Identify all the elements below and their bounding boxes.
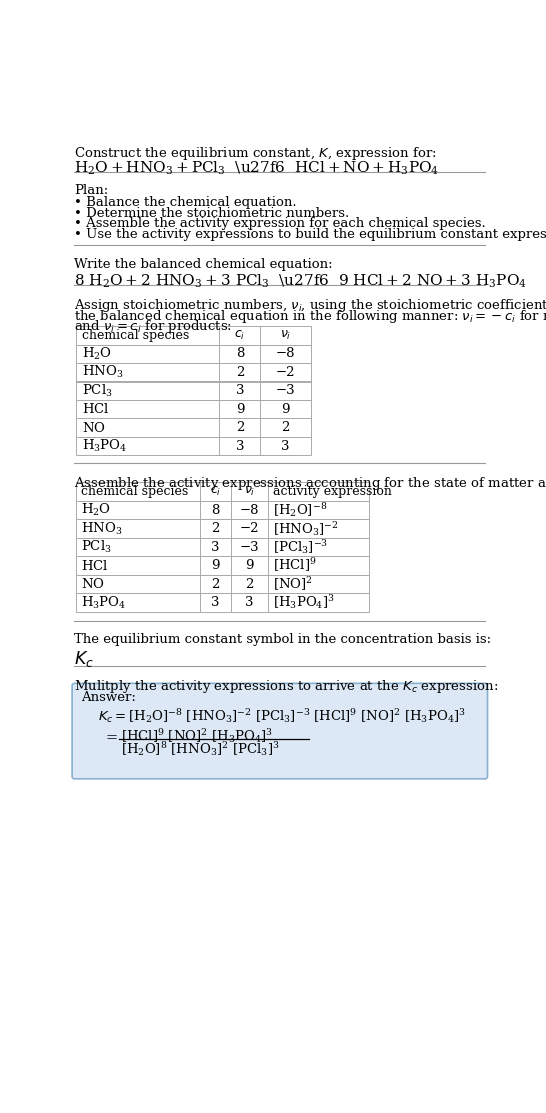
Text: chemical species: chemical species (81, 485, 188, 499)
Text: $c_i$: $c_i$ (210, 485, 221, 499)
Text: $\mathregular{[HNO_3]^{-2}}$: $\mathregular{[HNO_3]^{-2}}$ (273, 520, 339, 538)
Text: $\mathregular{[NO]^{2}}$: $\mathregular{[NO]^{2}}$ (273, 575, 313, 593)
Text: $\mathregular{H_3PO_4}$: $\mathregular{H_3PO_4}$ (81, 594, 126, 611)
Text: 3: 3 (236, 384, 244, 397)
Text: $K_c$: $K_c$ (74, 650, 94, 669)
Text: $\mathregular{[H_2O]^{-8}}$: $\mathregular{[H_2O]^{-8}}$ (273, 501, 327, 519)
Text: −8: −8 (276, 347, 295, 361)
Text: 3: 3 (211, 541, 219, 553)
Text: $\mathregular{H_2O}$: $\mathregular{H_2O}$ (82, 346, 112, 362)
Text: =: = (105, 731, 117, 745)
Text: • Assemble the activity expression for each chemical species.: • Assemble the activity expression for e… (74, 217, 486, 230)
Text: −3: −3 (240, 541, 259, 553)
Text: $\mathregular{[H_3PO_4]^{3}}$: $\mathregular{[H_3PO_4]^{3}}$ (273, 593, 335, 611)
Bar (76, 437, 311, 455)
Text: chemical species: chemical species (82, 328, 189, 342)
Text: The equilibrium constant symbol in the concentration basis is:: The equilibrium constant symbol in the c… (74, 632, 491, 646)
Text: 9: 9 (245, 559, 254, 572)
Text: −8: −8 (240, 503, 259, 516)
Text: Mulitply the activity expressions to arrive at the $K_c$ expression:: Mulitply the activity expressions to arr… (74, 678, 498, 695)
Text: −2: −2 (276, 366, 295, 378)
Text: $\mathregular{H_3PO_4}$: $\mathregular{H_3PO_4}$ (82, 439, 128, 454)
Bar (76, 520, 369, 538)
Text: $\mathregular{PCl_3}$: $\mathregular{PCl_3}$ (82, 383, 113, 398)
Text: and $\nu_i = c_i$ for products:: and $\nu_i = c_i$ for products: (74, 318, 233, 335)
Text: • Determine the stoichiometric numbers.: • Determine the stoichiometric numbers. (74, 207, 349, 219)
Text: 2: 2 (211, 522, 219, 535)
Text: activity expression: activity expression (273, 485, 391, 499)
Text: 3: 3 (245, 595, 254, 609)
Text: 3: 3 (281, 440, 290, 453)
Text: $\mathregular{HCl}$: $\mathregular{HCl}$ (82, 402, 110, 416)
Text: • Balance the chemical equation.: • Balance the chemical equation. (74, 196, 297, 209)
Text: 8: 8 (211, 503, 219, 516)
Text: Answer:: Answer: (81, 691, 135, 705)
Text: 9: 9 (211, 559, 219, 572)
Text: $\mathregular{HNO_3}$: $\mathregular{HNO_3}$ (82, 364, 123, 381)
Bar (76, 556, 369, 574)
Text: Assign stoichiometric numbers, $\nu_i$, using the stoichiometric coefficients, $: Assign stoichiometric numbers, $\nu_i$, … (74, 297, 546, 314)
Text: the balanced chemical equation in the following manner: $\nu_i = -c_i$ for react: the balanced chemical equation in the fo… (74, 307, 546, 325)
Text: $\mathregular{HCl}$: $\mathregular{HCl}$ (81, 559, 108, 572)
Text: 9: 9 (281, 403, 290, 416)
Text: Write the balanced chemical equation:: Write the balanced chemical equation: (74, 257, 333, 270)
Text: $\mathregular{[HCl]^{9}\ [NO]^{2}\ [H_3PO_4]^{3}}$: $\mathregular{[HCl]^{9}\ [NO]^{2}\ [H_3P… (121, 727, 273, 746)
Text: $\mathregular{8\ H_2O + 2\ HNO_3 + 3\ PCl_3}$  \u27f6  $\mathregular{9\ HCl + 2\: $\mathregular{8\ H_2O + 2\ HNO_3 + 3\ PC… (74, 273, 527, 290)
Text: 3: 3 (211, 595, 219, 609)
Bar (76, 363, 311, 382)
Text: $\mathregular{H_2O + HNO_3 + PCl_3}$  \u27f6  $\mathregular{HCl + NO + H_3PO_4}$: $\mathregular{H_2O + HNO_3 + PCl_3}$ \u2… (74, 160, 440, 177)
Bar (76, 326, 311, 345)
Bar (76, 574, 369, 593)
Bar (76, 538, 369, 556)
Text: 2: 2 (245, 578, 254, 591)
Text: $\mathregular{[HCl]^{9}}$: $\mathregular{[HCl]^{9}}$ (273, 556, 317, 574)
Bar (76, 400, 311, 418)
Text: $\mathregular{[PCl_3]^{-3}}$: $\mathregular{[PCl_3]^{-3}}$ (273, 538, 328, 556)
Text: $\mathregular{HNO_3}$: $\mathregular{HNO_3}$ (81, 521, 122, 536)
Text: $\mathregular{[H_2O]^{8}\ [HNO_3]^{2}\ [PCl_3]^{3}}$: $\mathregular{[H_2O]^{8}\ [HNO_3]^{2}\ [… (121, 740, 280, 758)
Text: $\mathregular{PCl_3}$: $\mathregular{PCl_3}$ (81, 539, 111, 555)
Text: 9: 9 (236, 403, 244, 416)
Bar (76, 345, 311, 363)
Bar (76, 482, 369, 501)
Text: 2: 2 (281, 421, 290, 434)
Bar (76, 418, 311, 437)
FancyBboxPatch shape (72, 683, 488, 779)
Text: 2: 2 (211, 578, 219, 591)
Text: 8: 8 (236, 347, 244, 361)
Text: $\mathregular{NO}$: $\mathregular{NO}$ (81, 577, 104, 591)
Text: −2: −2 (240, 522, 259, 535)
Text: $\nu_i$: $\nu_i$ (280, 328, 292, 342)
Text: $\nu_i$: $\nu_i$ (244, 485, 256, 499)
Text: Plan:: Plan: (74, 185, 109, 197)
Text: 3: 3 (236, 440, 244, 453)
Text: 2: 2 (236, 366, 244, 378)
Text: $c_i$: $c_i$ (234, 328, 246, 342)
Text: $\mathregular{NO}$: $\mathregular{NO}$ (82, 421, 106, 435)
Text: 2: 2 (236, 421, 244, 434)
Text: $\mathregular{H_2O}$: $\mathregular{H_2O}$ (81, 502, 111, 519)
Text: Construct the equilibrium constant, $K$, expression for:: Construct the equilibrium constant, $K$,… (74, 145, 437, 162)
Bar (76, 382, 311, 400)
Text: −3: −3 (276, 384, 295, 397)
Text: Assemble the activity expressions accounting for the state of matter and $\nu_i$: Assemble the activity expressions accoun… (74, 474, 546, 492)
Bar (76, 501, 369, 520)
Text: • Use the activity expressions to build the equilibrium constant expression.: • Use the activity expressions to build … (74, 228, 546, 242)
Text: $K_c = \mathregular{[H_2O]^{-8}\ [HNO_3]^{-2}\ [PCl_3]^{-3}\ [HCl]^{9}\ [NO]^{2}: $K_c = \mathregular{[H_2O]^{-8}\ [HNO_3]… (98, 707, 466, 726)
Bar (76, 593, 369, 612)
